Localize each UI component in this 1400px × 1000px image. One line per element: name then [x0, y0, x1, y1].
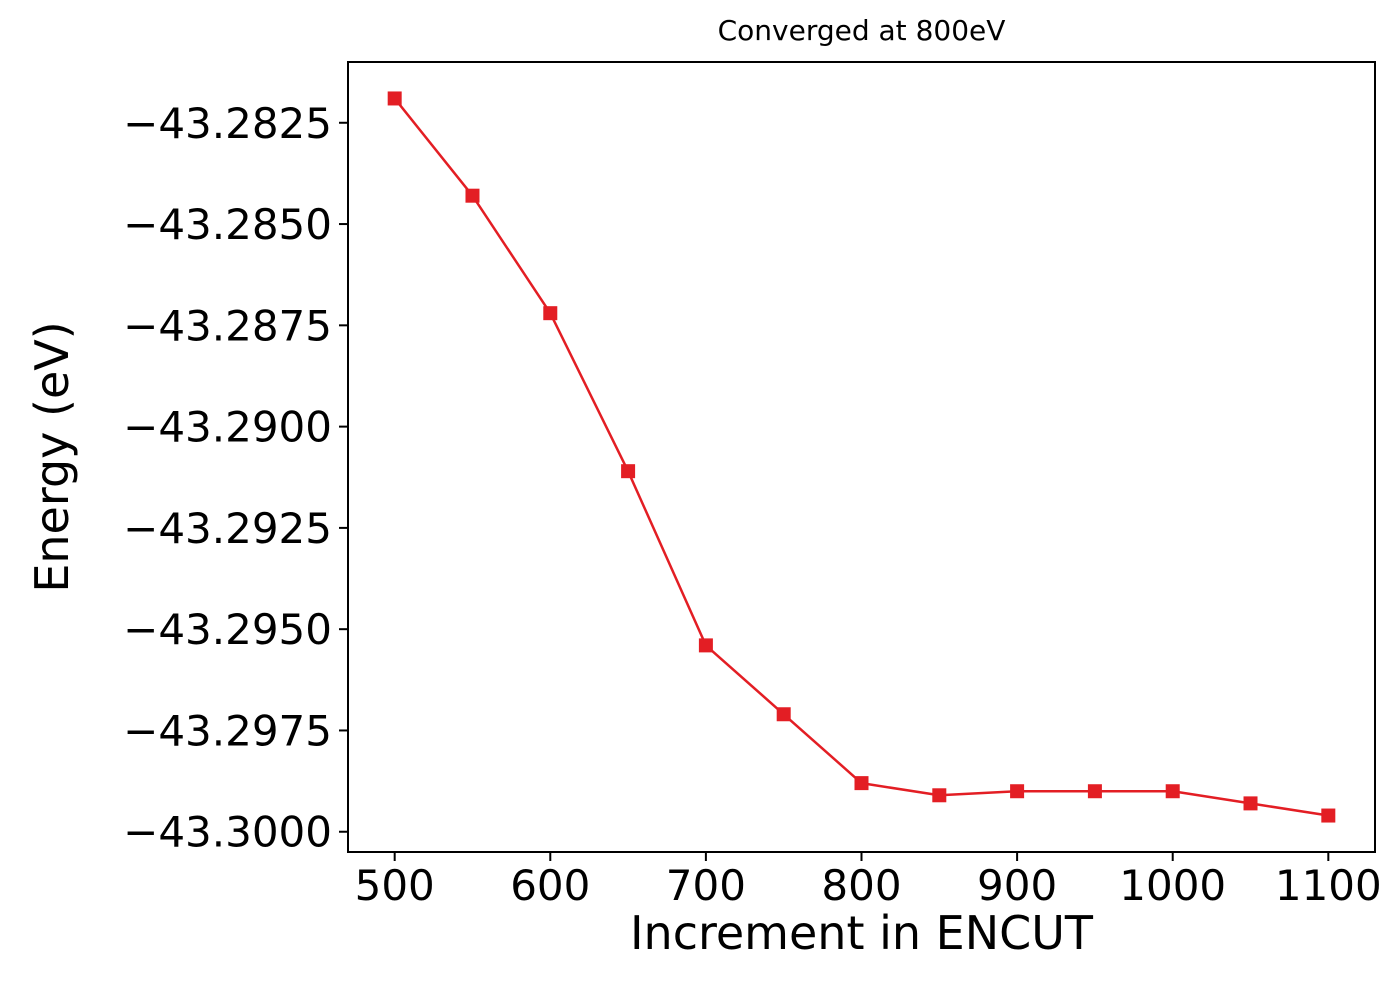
data-point-marker — [387, 91, 402, 106]
data-point-marker — [621, 464, 636, 479]
chart-title: Converged at 800eV — [717, 14, 1006, 47]
data-point-marker — [776, 707, 791, 722]
x-tick-label: 700 — [666, 861, 746, 910]
y-axis-label: Energy (eV) — [25, 321, 79, 593]
data-point-marker — [543, 306, 558, 321]
y-tick-label: −43.2950 — [123, 605, 332, 654]
data-point-marker — [1321, 808, 1336, 823]
x-tick-label: 500 — [355, 861, 435, 910]
y-tick-label: −43.2875 — [123, 301, 332, 350]
x-tick-label: 1100 — [1275, 861, 1382, 910]
data-point-marker — [465, 188, 480, 203]
data-line — [393, 97, 1329, 817]
data-point-marker — [854, 776, 869, 791]
data-point-marker — [932, 788, 947, 803]
x-tick-label: 900 — [977, 861, 1057, 910]
data-point-marker — [1165, 784, 1180, 799]
x-axis-label: Increment in ENCUT — [629, 906, 1094, 960]
y-tick-label: −43.2850 — [123, 200, 332, 249]
data-point-marker — [698, 638, 713, 653]
x-tick-label: 800 — [821, 861, 901, 910]
y-tick-label: −43.2900 — [123, 403, 332, 452]
data-point-marker — [1087, 784, 1102, 799]
y-tick-label: −43.2925 — [123, 504, 332, 553]
y-tick-label: −43.2825 — [123, 99, 332, 148]
x-tick-label: 1000 — [1119, 861, 1226, 910]
data-point-marker — [1010, 784, 1025, 799]
data-point-marker — [1243, 796, 1258, 811]
y-tick-label: −43.2975 — [123, 706, 332, 755]
plot-border — [347, 61, 1376, 853]
y-tick-label: −43.3000 — [123, 808, 332, 857]
x-tick-label: 600 — [510, 861, 590, 910]
